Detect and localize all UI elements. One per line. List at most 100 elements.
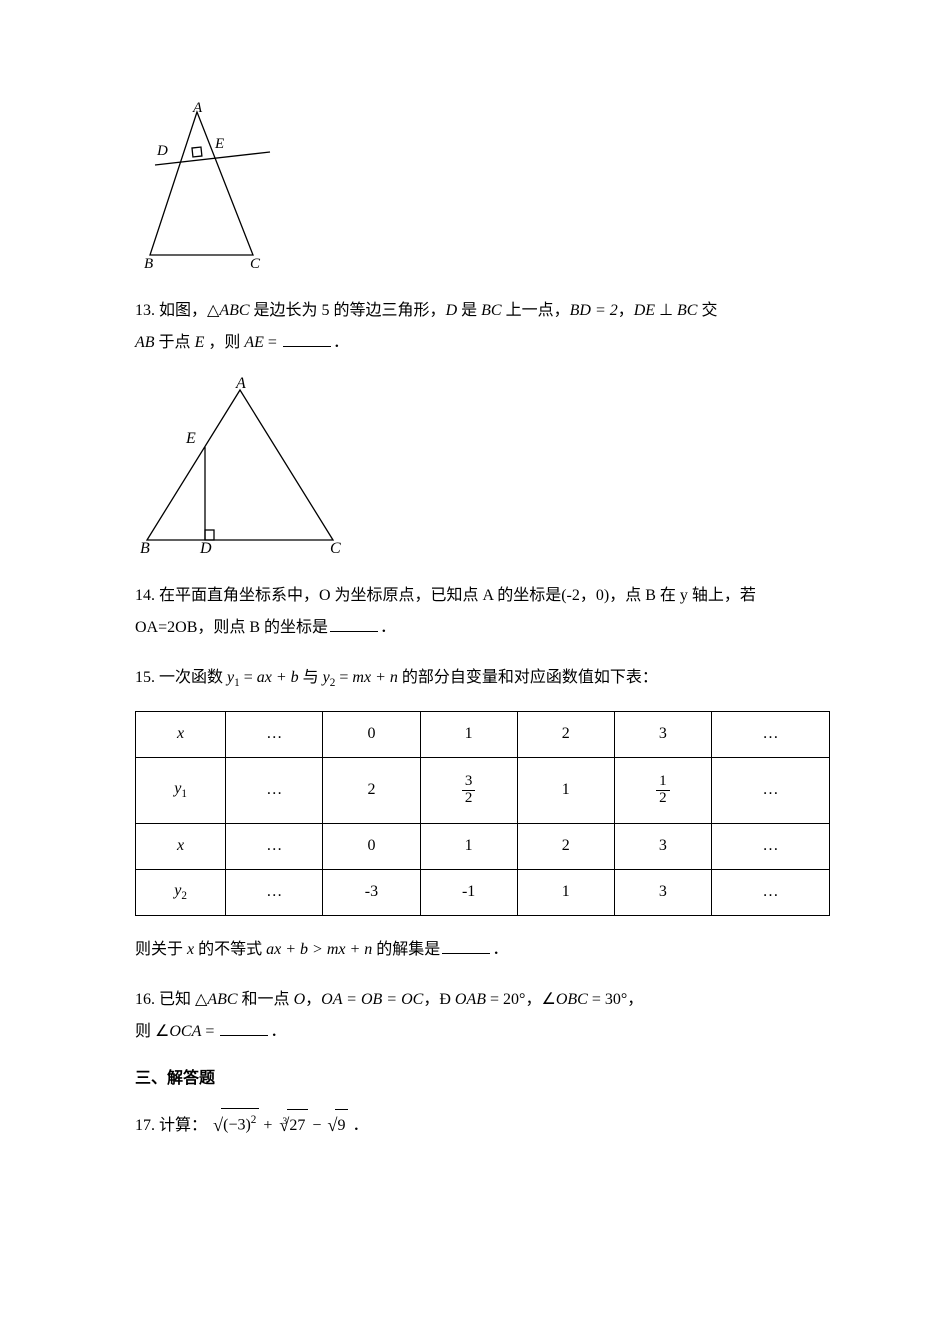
q13-BC: BC (481, 302, 501, 319)
label-E: E (214, 136, 224, 152)
q16-ang: Ð (439, 991, 455, 1008)
q15-y2: y (323, 669, 330, 686)
q13-mid6: ，则 (204, 334, 244, 351)
q16-oca: OCA (169, 1023, 201, 1040)
q17-prefix: 17. 计算： (135, 1117, 207, 1134)
blank-q16[interactable] (220, 1022, 268, 1036)
sqrt-3: 9 (327, 1106, 348, 1143)
row-head: y2 (136, 869, 226, 915)
blank-q15[interactable] (442, 940, 490, 954)
q15-table: x…0123…y1…232112…x…0123…y2…-3-113… (135, 711, 830, 916)
q15-eq1: = (240, 669, 257, 686)
q13-E: E (195, 334, 205, 351)
q13-abc: ABC (219, 302, 249, 319)
q16-eq1: = 20 (486, 991, 519, 1008)
row-head: x (136, 823, 226, 869)
q15-axb: ax + b (257, 669, 299, 686)
label-C: C (250, 256, 261, 270)
label-E2: E (185, 430, 196, 447)
q16-abc: ABC (207, 991, 237, 1008)
table-cell: … (226, 711, 323, 757)
label-D: D (156, 143, 168, 159)
q16-eq2: = 30° (588, 991, 627, 1008)
q13-DE: DE (634, 302, 655, 319)
q13-mid2: 是 (457, 302, 481, 319)
q13-AB: AB (135, 334, 155, 351)
q17-minus: − (312, 1117, 325, 1134)
q15-ineq: ax + b > mx + n (266, 941, 372, 958)
table-cell: … (226, 869, 323, 915)
table-cell: 2 (323, 757, 420, 823)
table-row: x…0123… (136, 711, 830, 757)
label-C2: C (330, 540, 341, 555)
q16-O: O (294, 991, 306, 1008)
table-cell: 2 (517, 823, 614, 869)
table-cell: 0 (323, 823, 420, 869)
q13-mid3: 上一点， (502, 302, 570, 319)
q15-prefix: 15. 一次函数 (135, 669, 227, 686)
row-head: y1 (136, 757, 226, 823)
q13-D: D (446, 302, 458, 319)
table-cell: … (712, 869, 830, 915)
blank-q13[interactable] (283, 333, 331, 347)
label-B2: B (140, 540, 150, 555)
table-cell: 12 (614, 757, 711, 823)
table-cell: 1 (517, 757, 614, 823)
q15-mxn: mx + n (352, 669, 397, 686)
q16-sep3: ， (525, 991, 541, 1008)
q13-perp: ⊥ (655, 302, 677, 319)
q14-line2: OA=2OB，则点 B 的坐标是 (135, 619, 328, 636)
q16-angle3: ∠ (155, 1023, 169, 1040)
q17-rad3: 9 (335, 1109, 348, 1142)
table-cell: 3 (614, 711, 711, 757)
triangle-de-figure: A B C D E (135, 100, 285, 270)
label-B: B (144, 256, 153, 270)
q14-period: ． (380, 619, 396, 636)
table-cell: … (712, 711, 830, 757)
q16-angle2: ∠ (541, 991, 555, 1008)
table-row: y1…232112… (136, 757, 830, 823)
table-cell: -1 (420, 869, 517, 915)
q13-eq: = (264, 334, 281, 351)
q13-AE: AE (244, 334, 264, 351)
row-head: x (136, 711, 226, 757)
q15-eq2: = (335, 669, 352, 686)
table-cell: 1 (517, 869, 614, 915)
problem-15-post: 则关于 x 的不等式 ax + b > mx + n 的解集是． (135, 934, 830, 966)
q15-post-b: 的不等式 (194, 941, 266, 958)
table-cell: 3 (614, 823, 711, 869)
q15-and: 与 (299, 669, 323, 686)
table-cell: 3 (614, 869, 711, 915)
q16-mid1: 和一点 (238, 991, 294, 1008)
problem-16: 16. 已知 △ABC 和一点 O，OA = OB = OC，Ð OAB = 2… (135, 984, 830, 1048)
table-cell: 2 (517, 711, 614, 757)
q15-post-c: 的解集是 (372, 941, 440, 958)
q13-period: ． (333, 334, 349, 351)
equilateral-figure: A B C D E (135, 375, 355, 555)
table-cell: … (712, 823, 830, 869)
q17-plus: + (263, 1117, 276, 1134)
q13-prefix: 13. 如图， (135, 302, 207, 319)
q16-period: ． (270, 1023, 286, 1040)
problem-13: 13. 如图，△ABC 是边长为 5 的等边三角形，D 是 BC 上一点，BD … (135, 295, 830, 359)
figure-q13: A B C D E (135, 375, 830, 560)
q13-mid1: 是边长为 5 的等边三角形， (250, 302, 446, 319)
blank-q14[interactable] (330, 618, 378, 632)
table-cell: … (226, 823, 323, 869)
label-D2: D (199, 540, 212, 555)
q13-BC2: BC (677, 302, 697, 319)
q17-rad2: 27 (287, 1109, 308, 1142)
q13-bdeq: BD = 2 (570, 302, 618, 319)
table-cell: 0 (323, 711, 420, 757)
q16-obc: OBC (556, 991, 588, 1008)
table-cell: 1 (420, 823, 517, 869)
q16-sep2: ， (423, 991, 439, 1008)
q16-tri: △ (195, 991, 207, 1008)
q17-rad1: (−3) (223, 1117, 251, 1134)
table-cell: -3 (323, 869, 420, 915)
q17-period: ． (352, 1117, 368, 1134)
q15-post-a: 则关于 (135, 941, 187, 958)
q17-rad1sup: 2 (251, 1114, 257, 1126)
q15-period: ． (492, 941, 508, 958)
section-3-heading: 三、解答题 (135, 1064, 830, 1088)
